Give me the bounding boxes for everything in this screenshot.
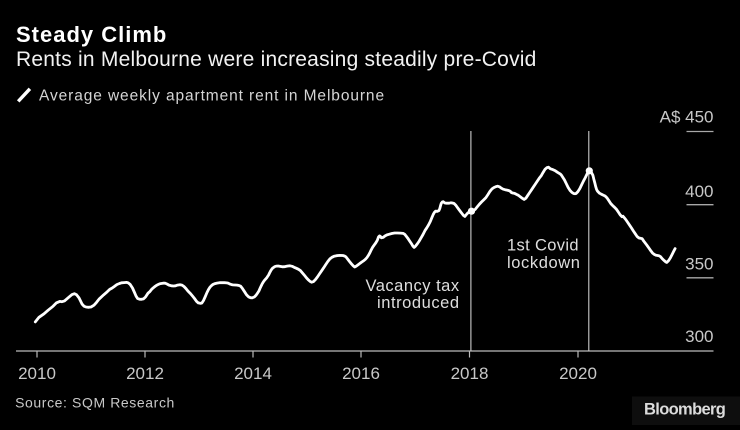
svg-text:2014: 2014 [234, 364, 272, 383]
svg-text:Average weekly apartment rent: Average weekly apartment rent in Melbour… [39, 88, 385, 105]
svg-text:2020: 2020 [559, 364, 597, 383]
svg-text:Rents in Melbourne were increa: Rents in Melbourne were increasing stead… [16, 48, 537, 71]
svg-text:2016: 2016 [342, 364, 380, 383]
svg-text:Source: SQM Research: Source: SQM Research [15, 395, 175, 411]
svg-text:A$ 450: A$ 450 [660, 107, 714, 126]
svg-text:1st Covid: 1st Covid [507, 236, 579, 254]
svg-text:350: 350 [685, 254, 713, 273]
svg-text:2012: 2012 [126, 364, 164, 383]
svg-text:Vacancy tax: Vacancy tax [365, 277, 459, 295]
svg-text:300: 300 [685, 327, 713, 346]
svg-text:2010: 2010 [18, 364, 56, 383]
svg-text:Bloomberg: Bloomberg [644, 401, 725, 419]
svg-text:400: 400 [685, 182, 713, 201]
svg-text:2018: 2018 [451, 364, 489, 383]
svg-text:lockdown: lockdown [507, 254, 581, 272]
svg-text:introduced: introduced [377, 294, 460, 312]
svg-text:Steady Climb: Steady Climb [16, 22, 167, 47]
